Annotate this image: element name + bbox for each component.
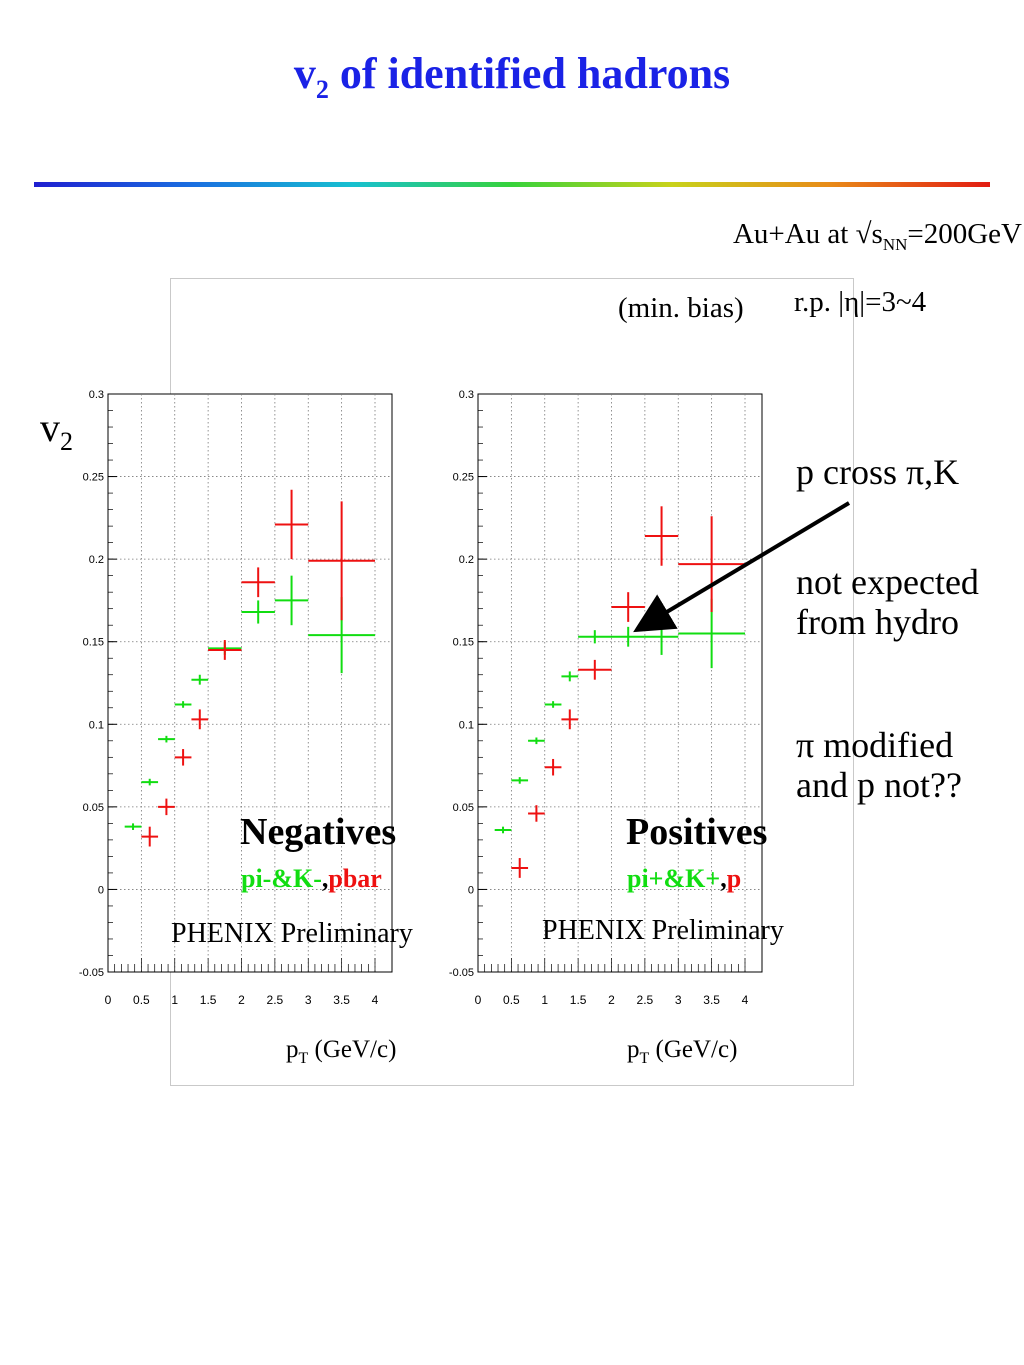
annotation-not-expected: not expected from hydro	[796, 562, 979, 642]
data-point	[191, 709, 209, 730]
legend-proton-negatives: pbar	[328, 864, 382, 893]
data-point	[274, 575, 309, 626]
collision-label: Au+Au at √sNN=200GeV	[732, 218, 1022, 254]
data-point	[611, 626, 645, 647]
data-point	[561, 671, 579, 682]
data-point	[158, 735, 175, 743]
panel-title-positives: Positives	[626, 811, 768, 853]
y-tick-label: 0	[468, 884, 474, 896]
plot-area	[477, 393, 763, 973]
y-tick-label: 0.3	[459, 389, 474, 401]
y-tick-label: 0.25	[83, 472, 104, 484]
x-tick-label: 0.5	[133, 993, 150, 1007]
data-point	[274, 489, 309, 560]
slide-title: v2 of identified hadrons	[293, 49, 731, 104]
data-point	[174, 749, 192, 766]
y-tick-label: 0	[98, 884, 104, 896]
data-point	[678, 516, 745, 612]
data-point	[528, 805, 545, 822]
data-point	[241, 600, 275, 624]
x-tick-label: 4	[742, 993, 749, 1007]
x-tick-label: 2	[608, 993, 615, 1007]
annotation-arrow	[633, 501, 851, 633]
legend-pion-kaon-positives: pi+&K+	[627, 864, 721, 893]
species-legend-positives: pi+&K+,p	[627, 864, 742, 893]
x-tick-label: 0	[475, 993, 482, 1007]
data-point	[528, 737, 545, 745]
x-tick-label: 3.5	[333, 993, 350, 1007]
x-tick-label: 3	[675, 993, 682, 1007]
data-point	[174, 701, 192, 708]
species-legend-negatives: pi-&K-,pbar	[241, 864, 382, 893]
data-point	[308, 501, 375, 621]
data-point	[124, 823, 142, 830]
y-tick-label: 0.05	[83, 802, 104, 814]
x-tick-label: 2.5	[267, 993, 284, 1007]
x-axis-label-negatives: pT (GeV/c)	[286, 1036, 397, 1067]
y-tick-label: 0.15	[83, 637, 104, 649]
panel-title-negatives: Negatives	[240, 811, 397, 853]
x-tick-label: 1.5	[200, 993, 217, 1007]
y-tick-label: 0.1	[459, 719, 474, 731]
min-bias-label: (min. bias)	[618, 292, 744, 324]
x-tick-label: 2	[238, 993, 245, 1007]
data-point	[544, 758, 562, 776]
y-tick-label: -0.05	[79, 967, 104, 979]
y-tick-label: 0.3	[89, 389, 104, 401]
data-point	[141, 778, 159, 786]
data-point	[241, 567, 275, 598]
plot-panel-positives: -0.05 0 0.05 0.1 0.15 0.2 0.25 0.3 0 0.5 1 1.5 2 2.5 3…	[449, 389, 763, 1007]
data-point	[578, 659, 612, 680]
x-tick-label: 0	[105, 993, 112, 1007]
legend-proton-positives: p	[726, 864, 742, 893]
y-tick-label: 0.2	[89, 554, 104, 566]
y-tick-label: 0.2	[459, 554, 474, 566]
x-tick-label: 1	[171, 993, 178, 1007]
data-point	[158, 798, 175, 816]
y-axis-label: v2	[40, 405, 73, 456]
gradient-divider	[34, 182, 990, 187]
y-tick-label: 0.25	[453, 472, 474, 484]
plot-panel-negatives: -0.05 0 0.05 0.1 0.15 0.2 0.25 0.3 0 0.5 1 1.5 2 2.5 3…	[79, 389, 393, 1007]
reaction-plane-label: r.p. |η|=3~4	[794, 286, 927, 318]
legend-pion-kaon-negatives: pi-&K-	[241, 864, 322, 893]
x-axis-label-positives: pT (GeV/c)	[627, 1036, 738, 1067]
x-tick-label: 3	[305, 993, 312, 1007]
data-point	[561, 709, 579, 730]
data-point	[141, 826, 159, 847]
x-tick-label: 1	[541, 993, 548, 1007]
data-point	[191, 674, 209, 685]
x-tick-label: 4	[372, 993, 379, 1007]
preliminary-label-positives: PHENIX Preliminary	[542, 915, 784, 946]
y-tick-label: 0.05	[453, 802, 474, 814]
plot-area	[107, 393, 393, 973]
x-tick-label: 3.5	[703, 993, 720, 1007]
data-point	[494, 826, 512, 834]
data-point	[511, 777, 529, 784]
y-tick-label: 0.1	[89, 719, 104, 731]
preliminary-label-negatives: PHENIX Preliminary	[171, 918, 413, 949]
x-tick-label: 0.5	[503, 993, 520, 1007]
annotation-pi-modified: π modified and p not??	[796, 725, 962, 805]
annotation-p-cross: p cross π,K	[796, 452, 960, 492]
data-point	[644, 506, 679, 566]
x-tick-label: 1.5	[570, 993, 587, 1007]
data-point	[578, 630, 612, 644]
y-tick-label: 0.15	[453, 637, 474, 649]
y-tick-label: -0.05	[449, 967, 474, 979]
data-point	[544, 701, 562, 708]
data-point	[511, 858, 529, 878]
data-point	[208, 640, 242, 660]
x-tick-label: 2.5	[637, 993, 654, 1007]
